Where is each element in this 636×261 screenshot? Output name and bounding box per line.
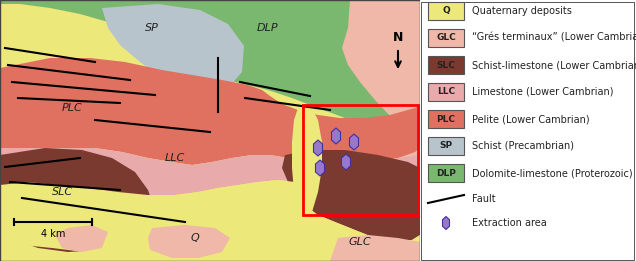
Polygon shape [443,217,450,229]
Polygon shape [292,108,322,220]
Bar [428,164,464,182]
Polygon shape [0,0,420,261]
Text: 4 km: 4 km [41,229,65,239]
Text: SP: SP [145,23,159,33]
Polygon shape [102,4,244,94]
Polygon shape [350,134,359,150]
Text: N: N [393,31,403,44]
Text: GLC: GLC [436,33,456,43]
Text: Fault: Fault [472,194,495,204]
Bar [428,56,464,74]
Text: DLP: DLP [257,23,279,33]
Bar [428,2,464,20]
Polygon shape [0,58,420,165]
Text: “Grés terminaux” (Lower Cambrian): “Grés terminaux” (Lower Cambrian) [472,33,636,43]
Text: Q: Q [191,233,199,243]
Text: Q: Q [442,7,450,15]
Polygon shape [330,235,420,261]
Text: PLC: PLC [436,115,455,123]
Polygon shape [342,0,420,220]
Polygon shape [148,225,230,258]
Text: Schist-limestone (Lower Cambrian): Schist-limestone (Lower Cambrian) [472,60,636,70]
Text: Schist (Precambrian): Schist (Precambrian) [472,141,574,151]
Text: Quaternary deposits: Quaternary deposits [472,6,572,16]
Bar [428,110,464,128]
Bar [428,83,464,101]
Text: Pelite (Lower Cambrian): Pelite (Lower Cambrian) [472,114,590,124]
Text: Extraction area: Extraction area [472,218,547,228]
Polygon shape [315,160,324,176]
Polygon shape [282,150,420,242]
Text: Dolomite-limestone (Proterozoic): Dolomite-limestone (Proterozoic) [472,168,633,178]
Polygon shape [55,225,108,252]
Text: SP: SP [439,141,453,151]
Text: SLC: SLC [436,61,455,69]
Bar [303,105,418,215]
Polygon shape [342,154,350,170]
Text: PLC: PLC [62,103,83,113]
Polygon shape [285,215,420,261]
Text: GLC: GLC [349,237,371,247]
Polygon shape [0,0,420,145]
Polygon shape [0,148,420,200]
Text: DLP: DLP [436,169,456,177]
Bar [428,137,464,155]
Polygon shape [314,140,322,156]
Polygon shape [0,180,308,260]
Text: Limestone (Lower Cambrian): Limestone (Lower Cambrian) [472,87,614,97]
Bar [428,29,464,47]
Polygon shape [0,148,155,252]
Polygon shape [331,128,340,144]
Text: LLC: LLC [437,87,455,97]
Text: LLC: LLC [165,153,185,163]
Text: SLC: SLC [52,187,73,197]
